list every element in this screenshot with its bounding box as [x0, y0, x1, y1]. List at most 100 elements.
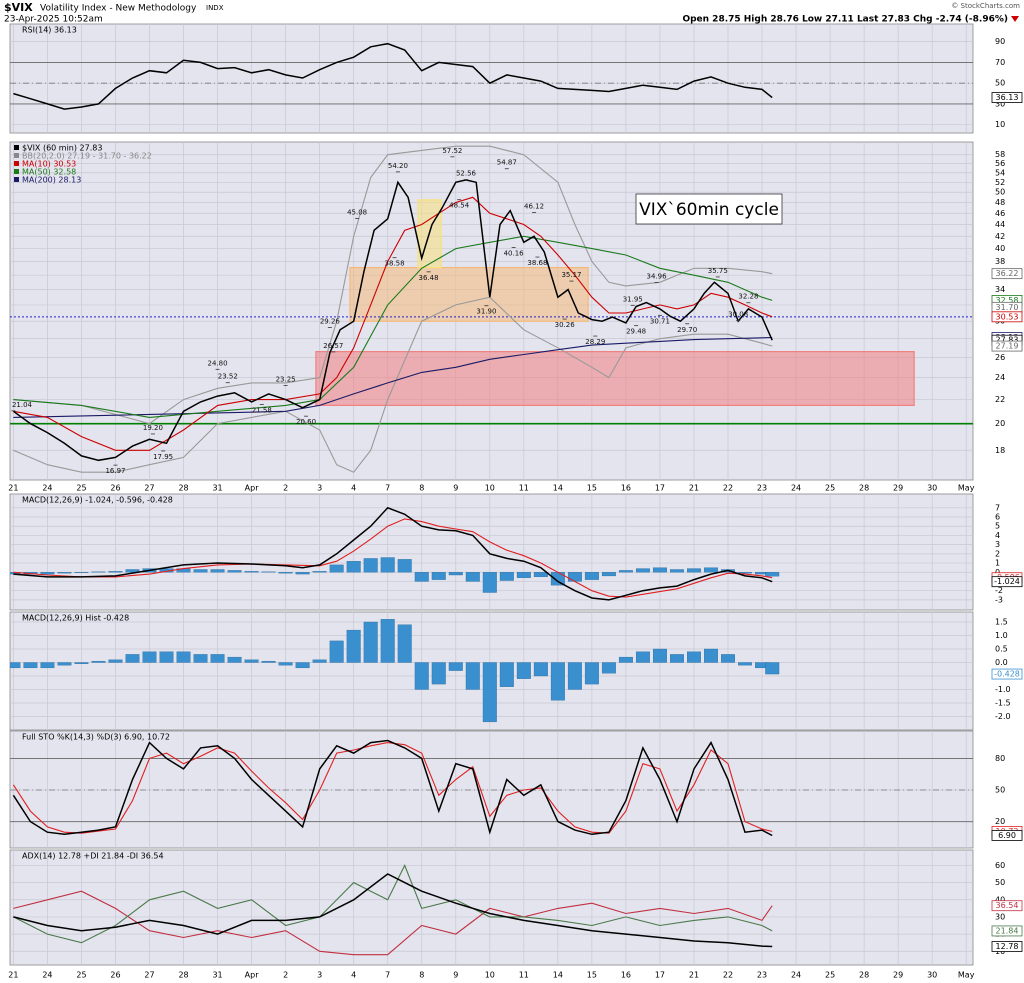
y-tick-label: 26 — [995, 353, 1005, 362]
panel — [9, 730, 974, 849]
y-tick-label: 54 — [995, 168, 1005, 177]
x-tick-label: 4 — [351, 971, 356, 980]
legend-swatch — [14, 169, 19, 174]
source: © StockCharts.com — [951, 2, 1020, 10]
histogram-bar — [397, 559, 412, 573]
x-tick-label: 7 — [385, 971, 390, 980]
plot-area — [13, 864, 773, 956]
y-tick-label: 24 — [995, 373, 1005, 382]
value-tag — [991, 311, 1023, 323]
histogram-bar — [57, 662, 72, 666]
y-tick-label: 4 — [995, 531, 1000, 540]
x-tick-label: 3 — [317, 484, 322, 493]
x-tick-label: 26 — [110, 484, 120, 493]
panel: 21.04 19.20 16.97 17.95 24.80 23.52 21.58 23.25… — [9, 141, 974, 481]
histogram-bar — [261, 660, 276, 663]
extreme-label: 29.70 — [677, 326, 697, 334]
histogram-bar — [635, 568, 650, 573]
x-tick-label: 14 — [553, 484, 563, 493]
histogram-bar — [669, 569, 684, 573]
plot-area — [10, 145, 973, 473]
extreme-label: 23.52 — [218, 373, 238, 381]
x-tick-label: 23 — [757, 971, 767, 980]
y-tick-label: 70 — [995, 58, 1005, 67]
x-tick-label: 21 — [689, 484, 699, 493]
histogram-bar — [142, 651, 157, 663]
value-tag — [991, 576, 1023, 588]
histogram-bar — [465, 572, 480, 582]
histogram-bar — [601, 662, 616, 674]
x-tick-label: 23 — [757, 484, 767, 493]
x-tick-label: Apr — [245, 484, 260, 493]
series-line — [13, 506, 773, 601]
extreme-label: 23.25 — [276, 376, 296, 384]
histogram-bar — [312, 659, 327, 663]
legend-entry: $VIX (60 min) 27.83 — [22, 144, 102, 153]
extreme-label: 29.48 — [626, 328, 646, 336]
y-tick-label: 0 — [995, 568, 1000, 577]
y-tick-label: 52 — [995, 178, 1005, 187]
extreme-label: 35.17 — [561, 271, 581, 279]
y-tick-label: -3 — [995, 595, 1003, 604]
extreme-label: 48.54 — [449, 202, 470, 210]
y-tick-label: -1.5 — [995, 698, 1011, 707]
histogram-bar — [125, 569, 140, 573]
value-tag — [991, 268, 1023, 280]
histogram-bar — [465, 662, 480, 690]
histogram-bar — [431, 662, 446, 685]
extreme-label: 19.20 — [143, 424, 163, 432]
extreme-label: 40.16 — [504, 250, 525, 258]
histogram-bar — [193, 569, 208, 573]
series-line — [13, 145, 773, 425]
histogram-bar — [765, 662, 780, 675]
y-tick-label: 7 — [995, 503, 1000, 512]
value-tag-label: 31.70 — [996, 303, 1019, 312]
histogram-bar — [108, 571, 123, 573]
y-tick-label: 20 — [995, 419, 1005, 428]
value-tag-label: 27.83 — [996, 336, 1019, 345]
x-tick-label: 24 — [42, 484, 52, 493]
extreme-label: 38.68 — [527, 259, 547, 267]
legend-entry: BB(20,2.0) 27.19 - 31.70 - 36.22 — [22, 152, 152, 161]
histogram-bar — [704, 648, 718, 663]
x-tick-label: 21 — [8, 971, 18, 980]
histogram-bar — [567, 572, 582, 582]
y-tick-label: 34 — [995, 285, 1005, 294]
down-arrow — [1011, 16, 1019, 22]
x-tick-label: 24 — [42, 971, 52, 980]
extreme-label: 16.97 — [105, 467, 125, 475]
histogram-bar — [346, 561, 361, 573]
x-tick-label: Apr — [245, 971, 260, 980]
histogram-bar — [414, 662, 429, 690]
histogram-bar — [499, 662, 514, 687]
plot-area — [10, 506, 780, 601]
panel-title: Full STO %K(14,3) %D(3) 6.90, 10.72 — [22, 733, 170, 742]
histogram-bar — [23, 662, 38, 669]
histogram-bar — [397, 624, 412, 663]
x-tick-label: 9 — [453, 484, 458, 493]
histogram-bar — [533, 662, 548, 677]
series-line — [13, 336, 773, 418]
series-line — [13, 518, 773, 598]
histogram-bar — [227, 656, 242, 663]
x-tick-label: 27 — [144, 484, 154, 493]
histogram-bar — [584, 572, 599, 580]
panel-title: RSI(14) 36.13 — [22, 26, 77, 35]
panel-background — [9, 730, 974, 849]
extreme-label: 54.87 — [497, 159, 517, 167]
histogram-bar — [346, 629, 361, 663]
histogram-bar — [567, 662, 582, 690]
histogram-bar — [431, 572, 446, 580]
histogram-bar — [687, 651, 701, 663]
value-tag — [991, 340, 1023, 352]
histogram-bar — [482, 572, 497, 593]
x-tick-label: 15 — [587, 484, 597, 493]
y-tick-label: -2 — [995, 586, 1003, 595]
y-tick-label: -2.0 — [995, 712, 1011, 721]
y-tick-label: 58 — [995, 150, 1005, 159]
value-tag-label: 27.19 — [996, 342, 1019, 351]
x-tick-label: 24 — [791, 971, 801, 980]
histogram-bar — [125, 654, 140, 663]
x-tick-label: 24 — [791, 484, 801, 493]
x-tick-label: 8 — [419, 484, 424, 493]
